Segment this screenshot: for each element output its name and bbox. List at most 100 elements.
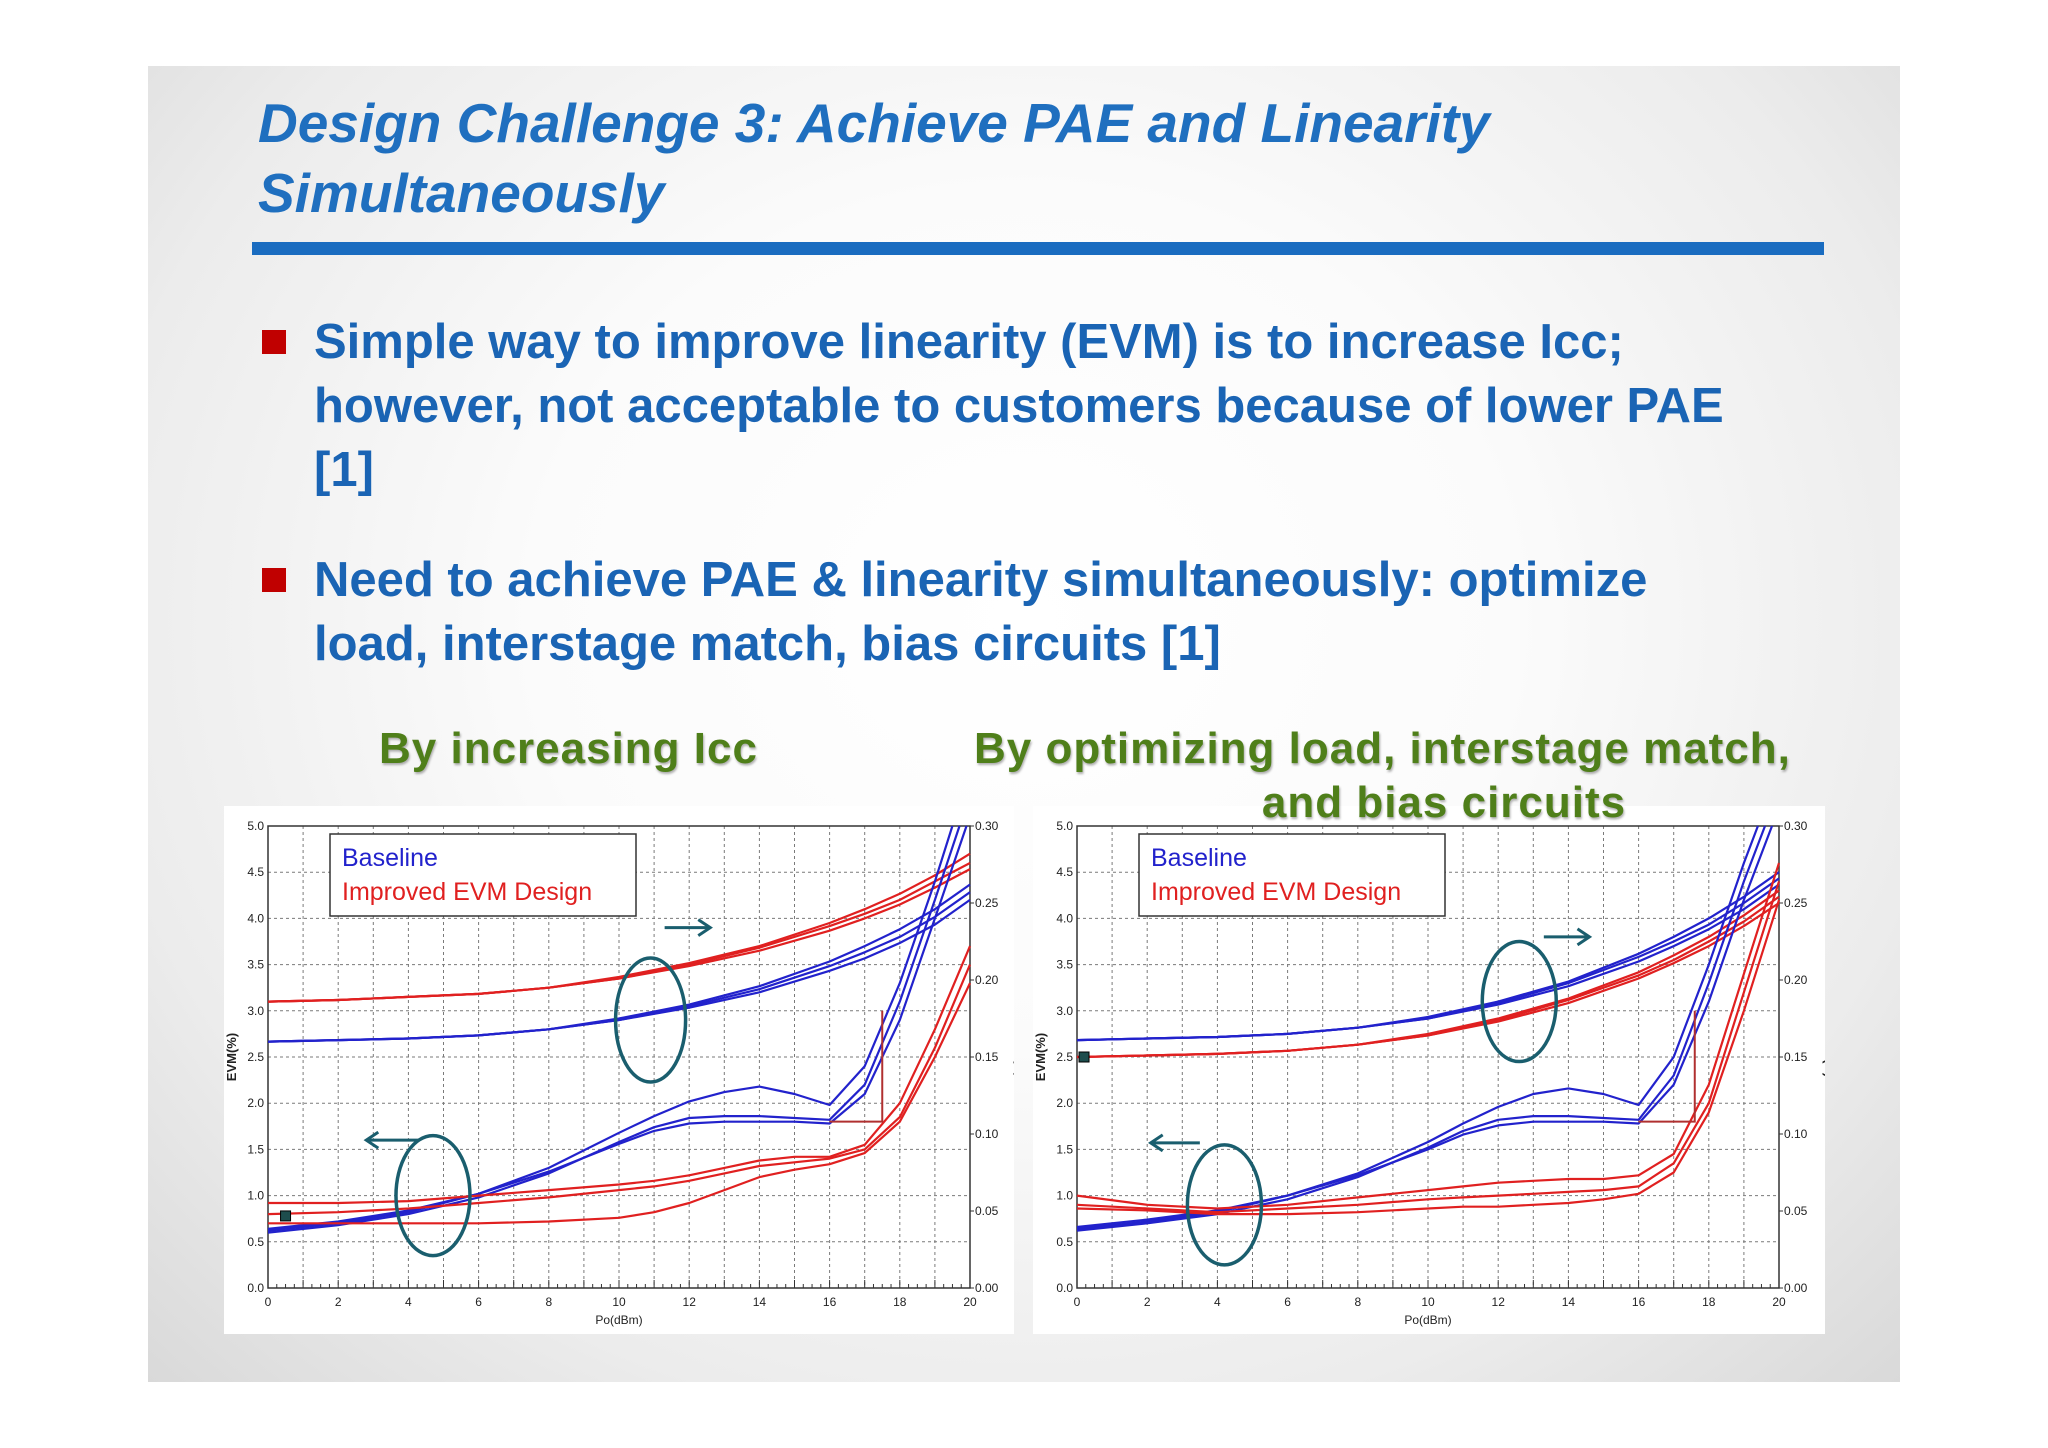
x-axis-label: Po(dBm) bbox=[595, 1313, 642, 1327]
y-tick-label: 3.0 bbox=[1056, 1004, 1073, 1018]
y2-tick-label: 0.10 bbox=[975, 1127, 999, 1141]
bullet-item: Simple way to improve linearity (EVM) is… bbox=[262, 310, 1734, 502]
y-tick-label: 4.0 bbox=[247, 911, 264, 925]
y2-tick-label: 0.30 bbox=[975, 819, 999, 833]
x-tick-label: 16 bbox=[1632, 1295, 1646, 1309]
y2-tick-label: 0.15 bbox=[975, 1050, 999, 1064]
x-tick-label: 16 bbox=[823, 1295, 837, 1309]
bullet-text: Simple way to improve linearity (EVM) is… bbox=[314, 315, 1724, 497]
x-tick-label: 8 bbox=[1354, 1295, 1361, 1309]
legend-entry-baseline: Baseline bbox=[1151, 844, 1247, 872]
title-underline bbox=[252, 242, 1824, 255]
y2-tick-label: 0.25 bbox=[1784, 896, 1808, 910]
series-line-improved bbox=[1076, 899, 1781, 1216]
series-line-improved bbox=[268, 945, 972, 1205]
y2-tick-label: 0.15 bbox=[1784, 1050, 1808, 1064]
chart-left: 0 2 4 6 8 10 12 14 16 18 20 0.0 0.5 1.0 1.5 2.0 2.5 3.0 3.… bbox=[224, 806, 1014, 1334]
y-tick-label: 2.5 bbox=[1056, 1050, 1073, 1064]
x-tick-label: 18 bbox=[1702, 1295, 1716, 1309]
slide-title: Design Challenge 3: Achieve PAE and Line… bbox=[258, 92, 1490, 224]
bullet-marker-icon bbox=[262, 568, 286, 592]
x-tick-label: 8 bbox=[545, 1295, 552, 1309]
series-line-improved bbox=[1076, 881, 1781, 1214]
annotation-arrowhead bbox=[1148, 1133, 1164, 1153]
y-tick-label: 1.0 bbox=[247, 1189, 264, 1203]
series-line-baseline bbox=[1076, 825, 1774, 1229]
y-tick-label: 4.0 bbox=[1056, 911, 1073, 925]
y2-tick-label: 0.00 bbox=[1784, 1281, 1808, 1295]
y-tick-label: 3.5 bbox=[1056, 958, 1073, 972]
y2-tick-label: 0.05 bbox=[1784, 1204, 1808, 1218]
x-tick-label: 4 bbox=[405, 1295, 412, 1309]
annotation-ellipse bbox=[1185, 1143, 1264, 1267]
annotation-ellipse bbox=[613, 956, 688, 1084]
x-tick-label: 0 bbox=[265, 1295, 272, 1309]
bullet-marker-icon bbox=[262, 330, 286, 354]
series-line-improved bbox=[267, 964, 972, 1216]
y-tick-label: 4.5 bbox=[1056, 865, 1073, 879]
y2-tick-label: 0.00 bbox=[975, 1281, 999, 1295]
series-line-improved bbox=[1076, 895, 1780, 1059]
y2-tick-label: 0.05 bbox=[975, 1204, 999, 1218]
chart-caption-right: By optimizing load, interstage match, an… bbox=[974, 720, 1900, 832]
x-tick-label: 18 bbox=[893, 1295, 907, 1309]
legend-entry-improved: Improved EVM Design bbox=[342, 878, 592, 906]
series-line-improved bbox=[267, 862, 971, 1003]
x-tick-label: 20 bbox=[963, 1295, 977, 1309]
slide: Design Challenge 3: Achieve PAE and Line… bbox=[148, 66, 1900, 1382]
chart-right: 0 2 4 6 8 10 12 14 16 18 20 0.0 0.5 1.0 1.5 2.0 2.5 3.0 3.… bbox=[1033, 806, 1825, 1334]
y-tick-label: 2.0 bbox=[1056, 1096, 1073, 1110]
y2-axis-label: ICC(A) bbox=[1822, 1037, 1825, 1077]
y-tick-label: 2.5 bbox=[247, 1050, 264, 1064]
y2-tick-label: 0.20 bbox=[1784, 973, 1808, 987]
chart-left-svg: 0 2 4 6 8 10 12 14 16 18 20 0.0 0.5 1.0 1.5 2.0 2.5 3.0 3.… bbox=[224, 819, 1014, 1327]
y-axis-label: EVM(%) bbox=[224, 1033, 239, 1081]
y2-tick-label: 0.30 bbox=[1784, 819, 1808, 833]
y-tick-label: 1.0 bbox=[1056, 1189, 1073, 1203]
y-tick-label: 0.5 bbox=[1056, 1235, 1073, 1249]
axis-marker-icon bbox=[280, 1210, 292, 1222]
legend-entry-improved: Improved EVM Design bbox=[1151, 878, 1401, 906]
x-tick-label: 12 bbox=[1492, 1295, 1506, 1309]
x-tick-label: 10 bbox=[1421, 1295, 1435, 1309]
y-tick-label: 2.0 bbox=[247, 1096, 264, 1110]
y-tick-label: 5.0 bbox=[247, 819, 264, 833]
chart-right-svg: 0 2 4 6 8 10 12 14 16 18 20 0.0 0.5 1.0 1.5 2.0 2.5 3.0 3.… bbox=[1033, 819, 1825, 1327]
annotation-arrowhead bbox=[697, 918, 713, 937]
series-line-improved bbox=[1076, 862, 1781, 1210]
y2-tick-label: 0.10 bbox=[1784, 1127, 1808, 1141]
x-tick-label: 10 bbox=[612, 1295, 626, 1309]
x-tick-label: 14 bbox=[1562, 1295, 1576, 1309]
series-line-improved bbox=[268, 982, 971, 1225]
x-tick-label: 2 bbox=[1144, 1295, 1151, 1309]
x-tick-label: 6 bbox=[1284, 1295, 1291, 1309]
bullet-text: Need to achieve PAE & linearity simultan… bbox=[314, 553, 1648, 671]
x-tick-label: 14 bbox=[753, 1295, 767, 1309]
chart-legend: Baseline Improved EVM Design bbox=[329, 833, 637, 917]
y2-tick-label: 0.25 bbox=[975, 896, 999, 910]
y-tick-label: 0.0 bbox=[1056, 1281, 1073, 1295]
chart-caption-left: By increasing Icc bbox=[379, 724, 758, 773]
annotation-ellipse bbox=[394, 1133, 472, 1258]
y-axis-label: EVM(%) bbox=[1033, 1033, 1048, 1081]
x-tick-label: 2 bbox=[335, 1295, 342, 1309]
series-line-baseline bbox=[267, 891, 971, 1043]
knee-bracket bbox=[1638, 1010, 1696, 1123]
y-tick-label: 5.0 bbox=[1056, 819, 1073, 833]
y-tick-label: 1.5 bbox=[247, 1142, 264, 1156]
series-line-baseline bbox=[1076, 877, 1780, 1042]
y-tick-label: 4.5 bbox=[247, 865, 264, 879]
x-tick-label: 0 bbox=[1074, 1295, 1081, 1309]
annotation-arrowhead bbox=[363, 1130, 380, 1150]
y2-tick-label: 0.20 bbox=[975, 973, 999, 987]
y-tick-label: 0.0 bbox=[247, 1281, 264, 1295]
y-tick-label: 3.5 bbox=[247, 958, 264, 972]
x-tick-label: 12 bbox=[683, 1295, 697, 1309]
legend-box bbox=[329, 833, 637, 917]
x-tick-label: 6 bbox=[475, 1295, 482, 1309]
chart-legend: Baseline Improved EVM Design bbox=[1138, 833, 1446, 917]
legend-entry-baseline: Baseline bbox=[342, 844, 438, 872]
x-tick-label: 20 bbox=[1772, 1295, 1786, 1309]
knee-bracket bbox=[829, 1010, 884, 1123]
y-tick-label: 0.5 bbox=[247, 1235, 264, 1249]
